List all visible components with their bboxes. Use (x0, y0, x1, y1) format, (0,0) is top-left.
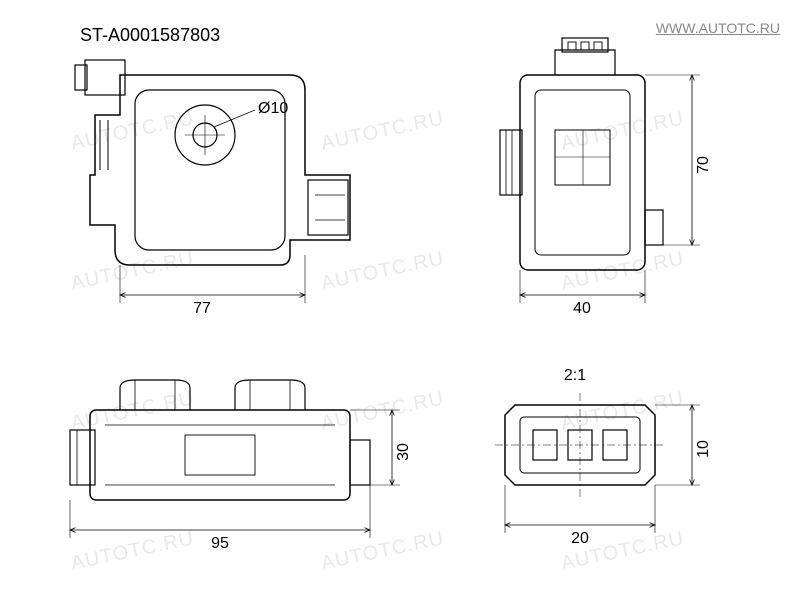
source-url: WWW.AUTOTC.RU (656, 20, 780, 36)
dim-10: 10 (695, 440, 712, 458)
dim-20: 20 (571, 530, 589, 547)
drawing-canvas: ST-A0001587803 WWW.AUTOTC.RU (0, 0, 800, 600)
part-number-label: ST-A0001587803 (80, 25, 220, 46)
dim-30: 30 (395, 443, 412, 461)
view-bottom-left: 95 30 (70, 380, 412, 552)
dim-95: 95 (211, 535, 229, 552)
scale-label: 2:1 (564, 367, 586, 384)
view-bottom-right: 2:1 20 10 (495, 367, 712, 547)
view-top-right: 40 70 (500, 38, 712, 317)
dim-70: 70 (695, 156, 712, 174)
dim-77: 77 (193, 300, 211, 317)
dim-40: 40 (573, 300, 591, 317)
view-top-left: Ø10 77 (75, 60, 350, 317)
engineering-drawing: Ø10 77 (0, 0, 800, 600)
hole-dia-label: Ø10 (258, 100, 288, 117)
